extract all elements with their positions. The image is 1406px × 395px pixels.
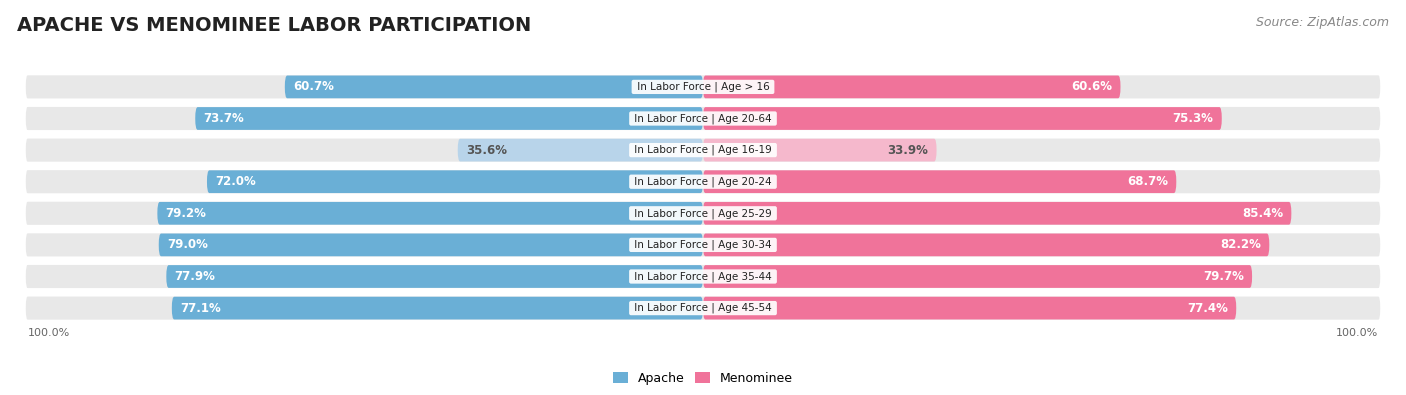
FancyBboxPatch shape bbox=[157, 202, 703, 225]
Text: In Labor Force | Age > 16: In Labor Force | Age > 16 bbox=[634, 82, 772, 92]
FancyBboxPatch shape bbox=[703, 265, 1253, 288]
Text: 35.6%: 35.6% bbox=[465, 144, 508, 156]
FancyBboxPatch shape bbox=[24, 74, 1382, 100]
FancyBboxPatch shape bbox=[703, 233, 1270, 256]
Text: 77.9%: 77.9% bbox=[174, 270, 215, 283]
FancyBboxPatch shape bbox=[703, 75, 1121, 98]
FancyBboxPatch shape bbox=[703, 139, 936, 162]
FancyBboxPatch shape bbox=[285, 75, 703, 98]
Text: 79.2%: 79.2% bbox=[166, 207, 207, 220]
Text: 77.1%: 77.1% bbox=[180, 302, 221, 314]
Text: 33.9%: 33.9% bbox=[887, 144, 928, 156]
Text: 68.7%: 68.7% bbox=[1128, 175, 1168, 188]
Text: 77.4%: 77.4% bbox=[1187, 302, 1227, 314]
FancyBboxPatch shape bbox=[159, 233, 703, 256]
FancyBboxPatch shape bbox=[24, 137, 1382, 163]
FancyBboxPatch shape bbox=[166, 265, 703, 288]
FancyBboxPatch shape bbox=[24, 263, 1382, 290]
Text: 72.0%: 72.0% bbox=[215, 175, 256, 188]
Text: In Labor Force | Age 25-29: In Labor Force | Age 25-29 bbox=[631, 208, 775, 218]
FancyBboxPatch shape bbox=[703, 107, 1222, 130]
Text: 60.6%: 60.6% bbox=[1071, 81, 1112, 93]
FancyBboxPatch shape bbox=[24, 200, 1382, 226]
FancyBboxPatch shape bbox=[458, 139, 703, 162]
FancyBboxPatch shape bbox=[24, 232, 1382, 258]
Text: 100.0%: 100.0% bbox=[28, 328, 70, 338]
Text: 85.4%: 85.4% bbox=[1241, 207, 1284, 220]
Text: In Labor Force | Age 20-64: In Labor Force | Age 20-64 bbox=[631, 113, 775, 124]
Text: 79.0%: 79.0% bbox=[167, 239, 208, 251]
Text: Source: ZipAtlas.com: Source: ZipAtlas.com bbox=[1256, 16, 1389, 29]
Text: 73.7%: 73.7% bbox=[204, 112, 245, 125]
Text: In Labor Force | Age 35-44: In Labor Force | Age 35-44 bbox=[631, 271, 775, 282]
FancyBboxPatch shape bbox=[703, 297, 1236, 320]
Text: 75.3%: 75.3% bbox=[1173, 112, 1213, 125]
Text: 82.2%: 82.2% bbox=[1220, 239, 1261, 251]
Legend: Apache, Menominee: Apache, Menominee bbox=[613, 372, 793, 385]
Text: In Labor Force | Age 16-19: In Labor Force | Age 16-19 bbox=[631, 145, 775, 155]
Text: In Labor Force | Age 20-24: In Labor Force | Age 20-24 bbox=[631, 177, 775, 187]
FancyBboxPatch shape bbox=[195, 107, 703, 130]
FancyBboxPatch shape bbox=[703, 170, 1177, 193]
Text: APACHE VS MENOMINEE LABOR PARTICIPATION: APACHE VS MENOMINEE LABOR PARTICIPATION bbox=[17, 16, 531, 35]
FancyBboxPatch shape bbox=[172, 297, 703, 320]
FancyBboxPatch shape bbox=[24, 105, 1382, 132]
Text: 60.7%: 60.7% bbox=[292, 81, 335, 93]
FancyBboxPatch shape bbox=[207, 170, 703, 193]
FancyBboxPatch shape bbox=[24, 169, 1382, 195]
Text: 79.7%: 79.7% bbox=[1204, 270, 1244, 283]
FancyBboxPatch shape bbox=[703, 202, 1291, 225]
Text: In Labor Force | Age 45-54: In Labor Force | Age 45-54 bbox=[631, 303, 775, 313]
Text: 100.0%: 100.0% bbox=[1336, 328, 1378, 338]
FancyBboxPatch shape bbox=[24, 295, 1382, 321]
Text: In Labor Force | Age 30-34: In Labor Force | Age 30-34 bbox=[631, 240, 775, 250]
